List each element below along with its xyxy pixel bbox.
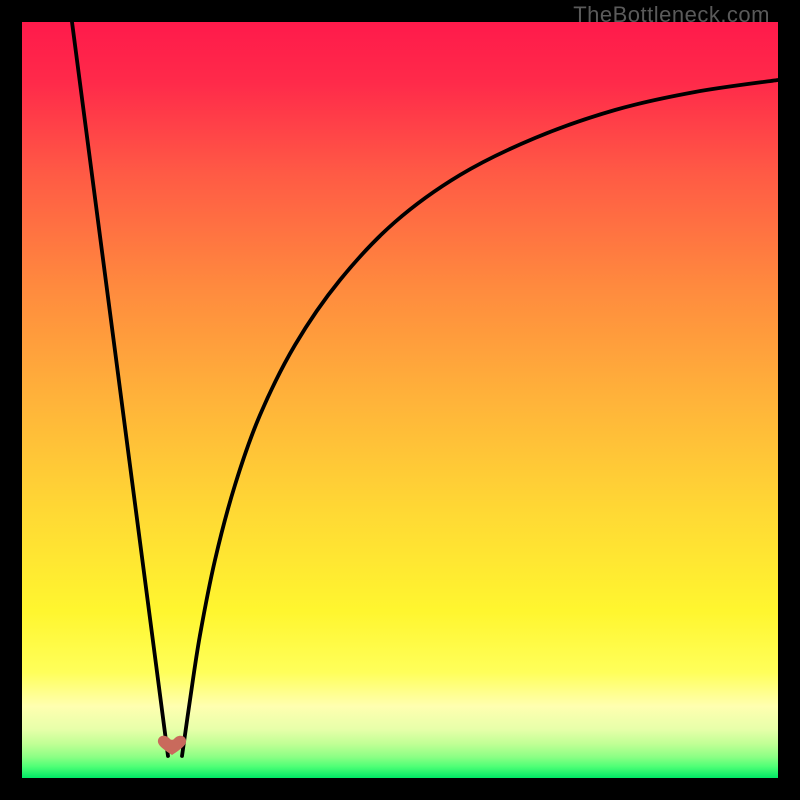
chart-root: TheBottleneck.com [0,0,800,800]
watermark-text: TheBottleneck.com [573,2,770,28]
plot-border [0,0,800,800]
